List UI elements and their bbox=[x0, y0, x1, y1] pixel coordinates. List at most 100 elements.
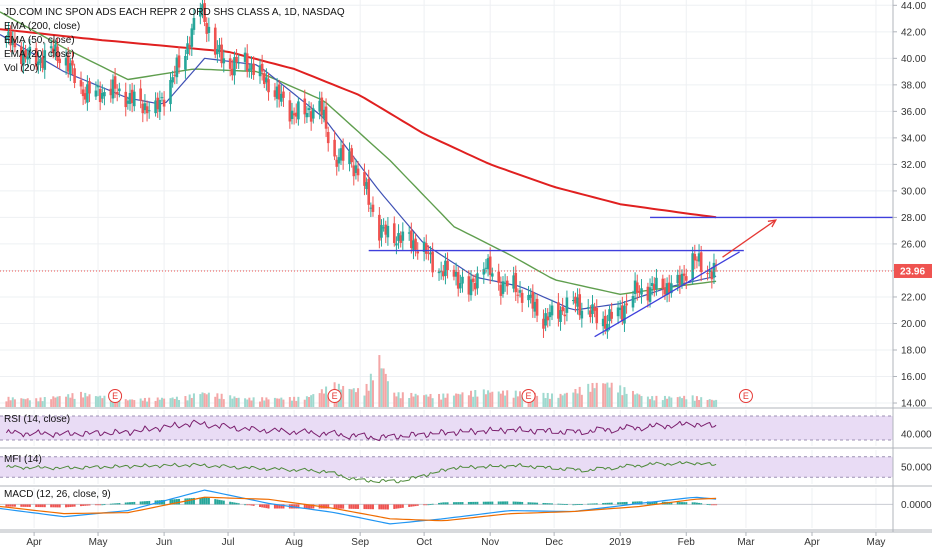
price-axis-label: 18.00 bbox=[901, 345, 926, 356]
macd-histogram-bar bbox=[205, 497, 208, 505]
mfi-label[interactable]: MFI (14) bbox=[4, 454, 42, 465]
legend-item-ema50[interactable]: EMA (50, close) bbox=[4, 35, 75, 46]
macd-histogram-bar bbox=[173, 499, 176, 505]
macd-histogram-bar bbox=[71, 504, 74, 507]
volume-bar bbox=[593, 388, 596, 407]
candle-body bbox=[37, 61, 40, 66]
macd-histogram-bar bbox=[22, 504, 25, 507]
price-axis-label: 22.00 bbox=[901, 292, 926, 303]
macd-histogram-bar bbox=[325, 504, 328, 509]
candle-body bbox=[484, 267, 488, 269]
candle-body bbox=[335, 159, 339, 167]
macd-histogram-bar bbox=[26, 504, 29, 507]
volume-bar bbox=[663, 395, 666, 407]
candle-body bbox=[572, 300, 575, 302]
candle-body bbox=[603, 315, 607, 329]
candle-body bbox=[684, 276, 688, 281]
volume-bar bbox=[56, 396, 59, 407]
time-axis[interactable]: Apr May Jun Jul Aug Sep Oct Nov Dec 2019 Feb Mar Apr… bbox=[0, 531, 932, 548]
candle-body bbox=[305, 113, 309, 118]
candle-body bbox=[297, 101, 300, 120]
volume-bar bbox=[293, 396, 296, 407]
candle-body bbox=[203, 3, 206, 23]
candle-body bbox=[601, 318, 605, 327]
volume-bar bbox=[416, 395, 419, 407]
rsi-label[interactable]: RSI (14, close) bbox=[4, 414, 70, 425]
macd-histogram-bar bbox=[587, 503, 590, 505]
candle-body bbox=[367, 179, 371, 205]
candle-body bbox=[546, 316, 550, 321]
macd-histogram-bar bbox=[712, 504, 715, 506]
candle-body bbox=[96, 85, 100, 88]
volume-bar bbox=[386, 381, 389, 407]
macd-histogram-bar bbox=[608, 502, 611, 505]
earnings-marker[interactable] bbox=[521, 389, 536, 403]
candle-body bbox=[623, 305, 626, 324]
volume-bar bbox=[305, 396, 308, 407]
volume-bar bbox=[580, 394, 583, 407]
earnings-marker[interactable] bbox=[738, 389, 753, 403]
candle-body bbox=[640, 288, 643, 295]
candle-body bbox=[712, 262, 716, 278]
volume-bar bbox=[410, 392, 413, 407]
legend-item-volume[interactable]: Vol (20) bbox=[4, 63, 38, 74]
macd-histogram-bar bbox=[655, 501, 658, 505]
candle-body bbox=[708, 270, 712, 273]
volume-bar bbox=[408, 398, 411, 407]
candle-body bbox=[22, 51, 25, 65]
volume-bar bbox=[37, 401, 40, 407]
macd-histogram-bar bbox=[610, 502, 613, 505]
macd-histogram-bar bbox=[160, 500, 163, 505]
volume-bar bbox=[393, 392, 396, 407]
volume-bar bbox=[35, 398, 38, 407]
macd-histogram-bar bbox=[133, 501, 136, 505]
candle-body bbox=[412, 240, 415, 250]
macd-label[interactable]: MACD (12, 26, close, 9) bbox=[4, 489, 111, 500]
volume-bar bbox=[497, 391, 500, 407]
volume-bar bbox=[712, 400, 715, 407]
candle-body bbox=[501, 281, 505, 294]
candle-body bbox=[410, 230, 413, 249]
volume-bar bbox=[250, 400, 253, 407]
legend-item-ema20[interactable]: EMA (20, close) bbox=[4, 49, 75, 60]
volume-bar bbox=[7, 396, 10, 407]
candle-body bbox=[533, 301, 537, 312]
macd-histogram-bar bbox=[461, 502, 464, 505]
price-axis-label: 20.00 bbox=[901, 319, 926, 330]
macd-histogram-bar bbox=[670, 501, 673, 505]
legend-item-ema200[interactable]: EMA (200, close) bbox=[4, 21, 80, 32]
candle-body bbox=[184, 55, 187, 70]
candle-body bbox=[482, 269, 486, 275]
candle-body bbox=[175, 57, 179, 78]
earnings-marker[interactable] bbox=[108, 389, 123, 403]
earnings-marker[interactable] bbox=[327, 389, 342, 403]
volume-bar bbox=[173, 398, 176, 407]
candle-body bbox=[28, 46, 32, 56]
candle-body bbox=[395, 243, 398, 246]
candle-body bbox=[231, 68, 234, 76]
macd-histogram-bar bbox=[563, 504, 566, 505]
candle-body bbox=[333, 139, 336, 157]
candle-body bbox=[243, 52, 247, 62]
candle-body bbox=[69, 63, 72, 75]
candle-body bbox=[427, 252, 430, 254]
volume-bar bbox=[425, 394, 428, 407]
candle-body bbox=[156, 97, 160, 110]
volume-bar bbox=[71, 393, 74, 407]
macd-histogram-bar bbox=[146, 501, 149, 505]
legend[interactable]: JD.COM INC SPON ADS EACH REPR 2 ORD SHS … bbox=[4, 7, 345, 74]
volume-bar bbox=[235, 397, 238, 407]
rsi-band bbox=[0, 416, 893, 440]
macd-histogram-bar bbox=[43, 504, 46, 508]
candle-body bbox=[561, 306, 564, 312]
macd-histogram-bar bbox=[342, 504, 345, 509]
macd-histogram-bar bbox=[589, 503, 592, 505]
macd-histogram-bar bbox=[207, 497, 210, 505]
volume-bar bbox=[363, 395, 366, 407]
time-axis-label: Dec bbox=[545, 537, 563, 548]
macd-histogram-bar bbox=[310, 504, 313, 509]
macd-histogram-bar bbox=[37, 504, 40, 508]
macd-histogram-bar bbox=[333, 504, 336, 509]
